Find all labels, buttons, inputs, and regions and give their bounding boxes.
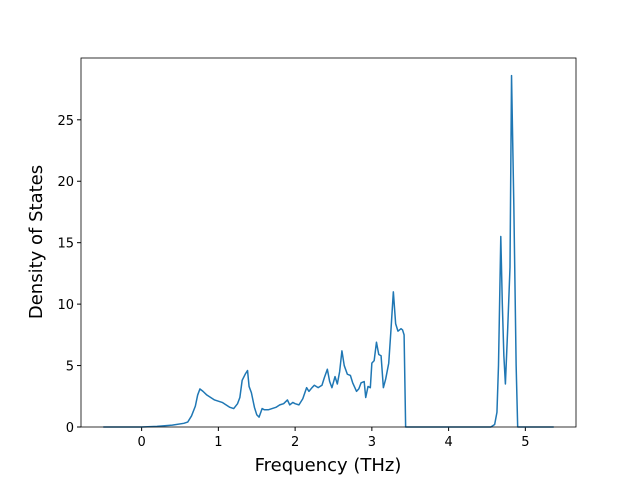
x-tick-label: 3: [368, 435, 376, 450]
y-tick-label: 0: [66, 421, 74, 436]
plot-frame: [80, 57, 577, 428]
y-tick-label: 15: [57, 237, 74, 252]
y-axis-label: Density of States: [26, 165, 47, 319]
x-tick-label: 0: [137, 435, 145, 450]
x-tick-label: 4: [444, 435, 452, 450]
y-tick-label: 5: [66, 360, 74, 375]
x-tick-label: 2: [291, 435, 299, 450]
y-tick-label: 20: [57, 175, 74, 190]
y-tick-label: 10: [57, 298, 74, 313]
x-tick-label: 5: [521, 435, 529, 450]
x-tick-label: 1: [214, 435, 222, 450]
line-series: [103, 74, 554, 428]
y-tick-label: 25: [57, 114, 74, 129]
x-axis-label: Frequency (THz): [255, 455, 402, 476]
